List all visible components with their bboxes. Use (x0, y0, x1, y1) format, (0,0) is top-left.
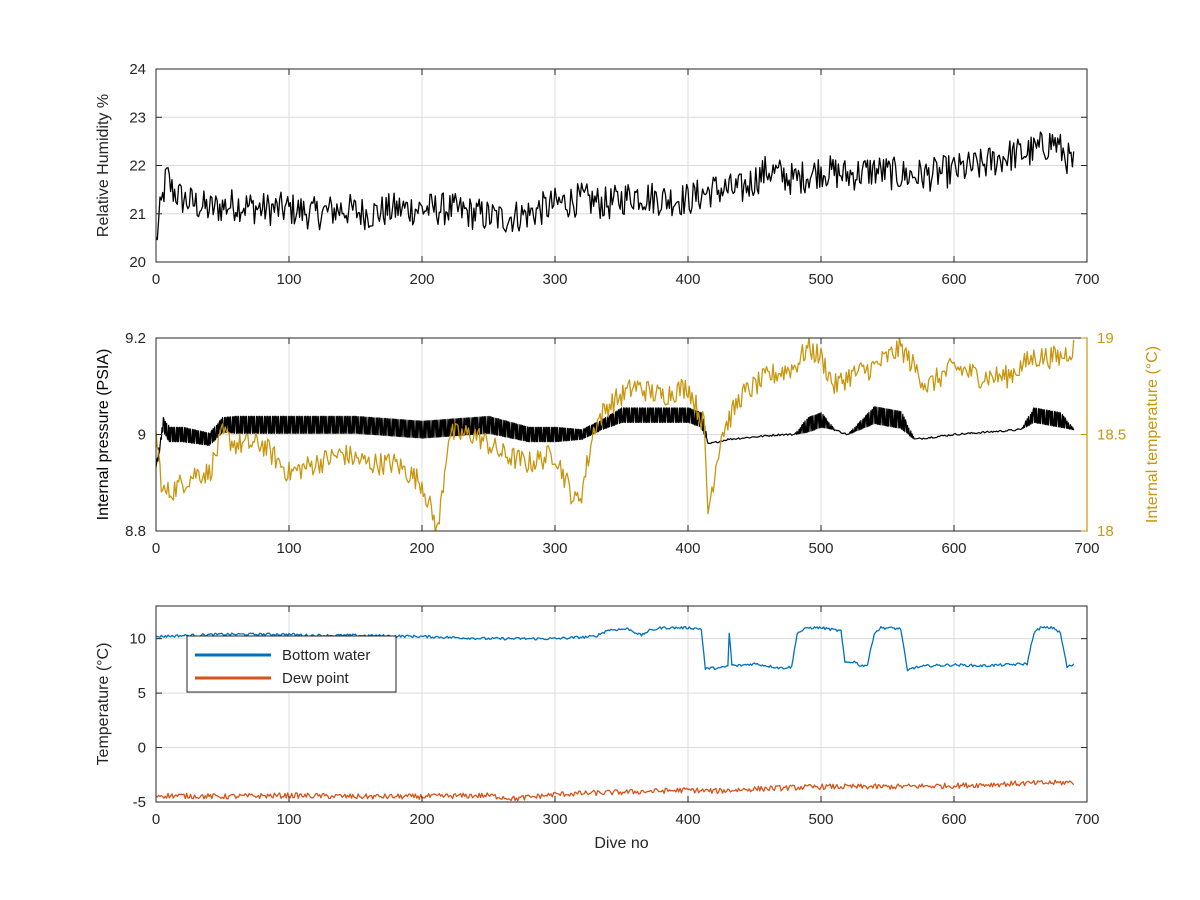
plot-area (156, 131, 1075, 241)
y-axis-label: Internal pressure (PSIA) (95, 349, 112, 521)
series-0-0-line (156, 131, 1075, 241)
y-tick-label: 8.8 (125, 523, 146, 540)
series-1-1-line (156, 338, 1075, 531)
legend-entry: Dew point (282, 670, 350, 687)
x-tick-label: 700 (1074, 811, 1099, 828)
legend: Bottom water Dew point (186, 635, 397, 693)
y-tick-label: 10 (129, 631, 146, 648)
pressure-temperature-panel: 0 100 200 300 400 500 600 700 8.8 9 9.2 18 18.5 19 Int… (95, 330, 1161, 557)
x-tick-label: 0 (152, 811, 160, 828)
dew-point-line (156, 779, 1075, 802)
humidity-panel: 0 100 200 300 400 500 600 700 20 21 22 23 24 Relative… (95, 61, 1100, 288)
x-tick-label: 100 (276, 271, 301, 288)
x-tick-label: 300 (542, 811, 567, 828)
x-tick-label: 700 (1074, 271, 1099, 288)
y-tick-label: 24 (129, 61, 146, 78)
axes-frame (155, 605, 1088, 803)
x-tick-label: 300 (542, 540, 567, 557)
x-tick-label: 400 (675, 811, 700, 828)
y-tick-label: 23 (129, 109, 146, 126)
y2-tick-label: 18.5 (1097, 427, 1126, 444)
plot-area (156, 338, 1075, 531)
series-1-0-line (156, 406, 1075, 468)
y-tick-label: 22 (129, 158, 146, 175)
y2-tick-label: 19 (1097, 330, 1114, 347)
x-tick-label: 700 (1074, 540, 1099, 557)
y-tick-label: 20 (129, 254, 146, 271)
y-axis-label: Temperature (°C) (95, 643, 112, 766)
x-tick-label: 600 (941, 271, 966, 288)
x-tick-label: 200 (409, 540, 434, 557)
y-axis-label: Relative Humidity % (95, 94, 112, 237)
x-tick-label: 500 (808, 271, 833, 288)
y-tick-label: 0 (138, 740, 146, 757)
y-tick-label: 5 (138, 685, 146, 702)
x-tick-label: 100 (276, 811, 301, 828)
x-tick-label: 400 (675, 540, 700, 557)
x-tick-label: 600 (941, 811, 966, 828)
x-tick-label: 400 (675, 271, 700, 288)
y-tick-label: -5 (133, 794, 146, 811)
y-tick-label: 9.2 (125, 330, 146, 347)
y2-axis-label: Internal temperature (°C) (1144, 346, 1161, 523)
x-tick-label: 500 (808, 540, 833, 557)
x-axis-label: Dive no (594, 835, 648, 852)
x-tick-label: 200 (409, 811, 434, 828)
y-tick-label: 9 (138, 427, 146, 444)
x-tick-label: 100 (276, 540, 301, 557)
x-tick-label: 0 (152, 540, 160, 557)
legend-entry: Bottom water (282, 647, 370, 664)
x-tick-label: 500 (808, 811, 833, 828)
legend-box (186, 635, 397, 693)
x-tick-label: 0 (152, 271, 160, 288)
temperature-panel: 0 100 200 300 400 500 600 700 -5 0 5 10 Temperature … (95, 605, 1100, 852)
x-tick-label: 300 (542, 271, 567, 288)
x-tick-label: 600 (941, 540, 966, 557)
y2-tick-label: 18 (1097, 523, 1114, 540)
y-tick-label: 21 (129, 206, 146, 223)
x-tick-label: 200 (409, 271, 434, 288)
